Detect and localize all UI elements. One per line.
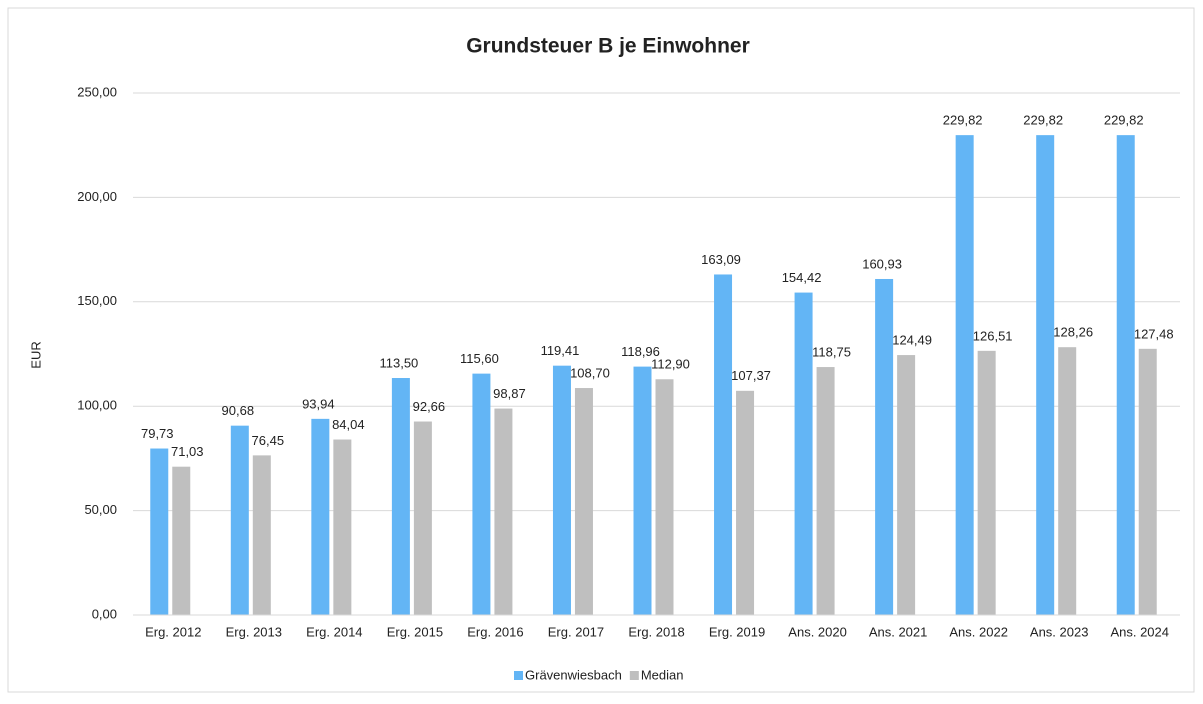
value-label: 112,90 xyxy=(651,357,690,372)
value-label: 154,42 xyxy=(782,270,822,285)
bar xyxy=(1036,135,1055,615)
y-tick-label: 250,00 xyxy=(77,84,117,99)
x-tick-label: Erg. 2017 xyxy=(548,624,604,639)
value-label: 115,60 xyxy=(460,351,499,366)
x-tick-label: Ans. 2021 xyxy=(869,624,928,639)
bar xyxy=(172,466,191,615)
bar xyxy=(736,390,755,615)
bar xyxy=(391,378,410,615)
bar xyxy=(230,425,249,615)
bar xyxy=(714,274,733,615)
x-tick-label: Erg. 2014 xyxy=(306,624,362,639)
value-label: 107,37 xyxy=(731,368,771,383)
x-tick-label: Ans. 2023 xyxy=(1030,624,1089,639)
bar xyxy=(552,365,571,615)
x-tick-label: Erg. 2015 xyxy=(387,624,443,639)
bar xyxy=(633,366,652,615)
value-label: 229,82 xyxy=(1023,113,1063,128)
value-label: 229,82 xyxy=(1104,113,1144,128)
value-label: 118,75 xyxy=(812,344,851,359)
y-tick-label: 150,00 xyxy=(77,293,117,308)
value-label: 84,04 xyxy=(332,417,365,432)
value-label: 108,70 xyxy=(570,365,610,380)
value-label: 71,03 xyxy=(171,444,204,459)
bar xyxy=(333,439,352,615)
value-label: 98,87 xyxy=(493,386,526,401)
value-label: 79,73 xyxy=(141,426,174,441)
bar xyxy=(977,350,996,615)
value-label: 124,49 xyxy=(892,333,932,348)
value-label: 127,48 xyxy=(1134,326,1174,341)
x-tick-label: Ans. 2022 xyxy=(949,624,1008,639)
legend-swatch xyxy=(629,671,639,680)
bar xyxy=(311,418,330,615)
value-label: 76,45 xyxy=(252,433,285,448)
bar xyxy=(150,448,169,615)
value-label: 119,41 xyxy=(541,343,580,358)
bar xyxy=(875,278,894,615)
value-label: 163,09 xyxy=(701,252,741,267)
value-label: 160,93 xyxy=(862,256,902,271)
x-tick-label: Ans. 2024 xyxy=(1110,624,1169,639)
value-label: 113,50 xyxy=(379,355,418,370)
bar xyxy=(816,367,835,615)
bar xyxy=(1058,347,1077,615)
bar xyxy=(897,355,916,615)
x-tick-label: Erg. 2016 xyxy=(467,624,523,639)
bar xyxy=(574,388,593,615)
value-label: 118,96 xyxy=(621,344,660,359)
legend-swatch xyxy=(514,671,523,680)
bar xyxy=(472,373,491,615)
x-tick-label: Erg. 2018 xyxy=(628,624,684,639)
y-tick-label: 200,00 xyxy=(77,189,117,204)
chart-frame xyxy=(7,7,1195,693)
x-tick-label: Ans. 2020 xyxy=(788,624,847,639)
bar xyxy=(655,379,674,615)
value-label: 92,66 xyxy=(413,399,446,414)
x-tick-label: Erg. 2013 xyxy=(226,624,282,639)
x-tick-label: Erg. 2012 xyxy=(145,624,201,639)
y-tick-label: 0,00 xyxy=(92,606,117,621)
value-label: 126,51 xyxy=(973,328,1013,343)
value-label: 128,26 xyxy=(1053,325,1093,340)
bar xyxy=(794,292,813,615)
value-label: 90,68 xyxy=(222,403,255,418)
y-tick-label: 100,00 xyxy=(77,398,117,413)
y-axis-label: EUR xyxy=(28,341,43,368)
bar xyxy=(413,421,432,615)
bar xyxy=(955,135,974,615)
value-label: 93,94 xyxy=(302,396,335,411)
bar xyxy=(494,408,513,615)
legend-label: Median xyxy=(641,667,684,682)
x-tick-label: Erg. 2019 xyxy=(709,624,765,639)
bar xyxy=(252,455,271,615)
value-label: 229,82 xyxy=(943,113,983,128)
chart-title: Grundsteuer B je Einwohner xyxy=(466,35,750,58)
bar xyxy=(1116,135,1135,615)
bar xyxy=(1138,348,1157,615)
y-tick-label: 50,00 xyxy=(84,502,117,517)
legend-label: Grävenwiesbach xyxy=(525,667,622,682)
